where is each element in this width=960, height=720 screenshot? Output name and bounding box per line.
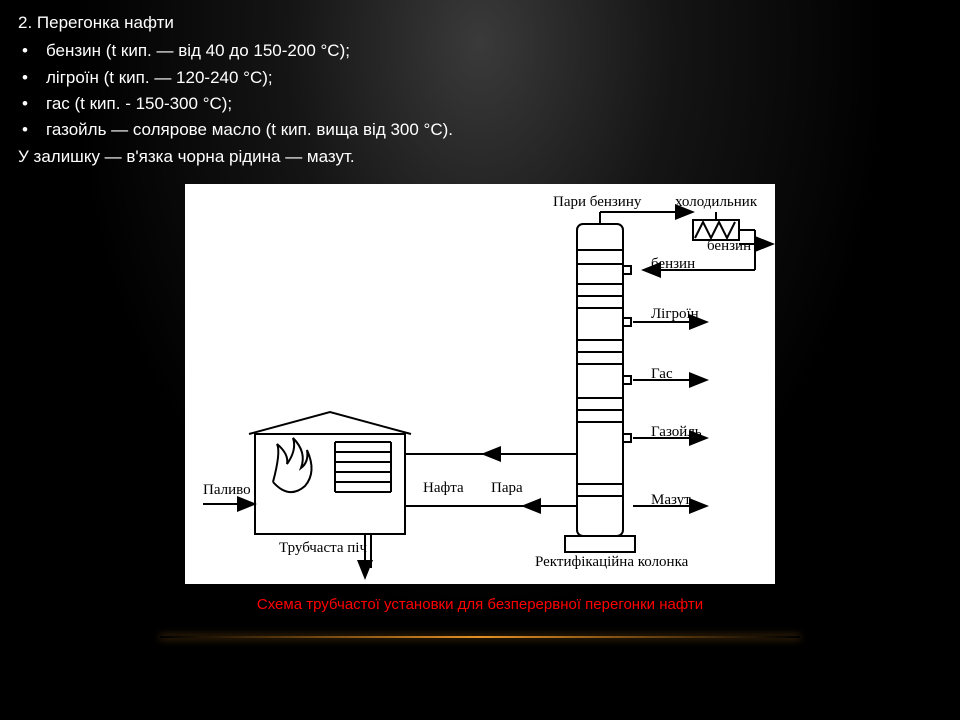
label-para: Пара (491, 480, 523, 497)
label-furnace: Трубчаста піч (279, 540, 367, 557)
label-benzyn: бензин (651, 256, 695, 273)
label-ligroin: Лігроїн (651, 306, 699, 323)
list-item: гас (t кип. - 150-300 °С); (46, 91, 942, 117)
distillation-diagram: Паливо Трубчаста піч Нафта Пара Пари бен… (185, 184, 775, 584)
label-fuel: Паливо (203, 482, 251, 499)
label-column: Ректифікаційна колонка (535, 554, 688, 571)
label-condenser: холодильник (675, 194, 757, 211)
residue-line: У залишку — в'язка чорна рідина — мазут. (18, 144, 942, 170)
label-gazoil: Газойль (651, 424, 702, 441)
divider-glow (160, 636, 800, 638)
list-item: лігроїн (t кип. — 120-240 °С); (46, 65, 942, 91)
text-block: 2. Перегонка нафти бензин (t кип. — від … (0, 0, 960, 170)
diagram-svg (185, 184, 775, 584)
label-vapor: Пари бензину (553, 194, 641, 211)
section-title: 2. Перегонка нафти (18, 10, 942, 36)
list-item: газойль — солярове масло (t кип. вища ві… (46, 117, 942, 143)
diagram-caption: Схема трубчастої установки для безперерв… (185, 596, 775, 613)
diagram-container: Паливо Трубчаста піч Нафта Пара Пари бен… (185, 184, 775, 613)
label-gas: Гас (651, 366, 673, 383)
label-benzyn-far: бензин (707, 238, 751, 255)
label-nafta: Нафта (423, 480, 464, 497)
label-mazut: Мазут (651, 492, 691, 509)
fraction-list: бензин (t кип. — від 40 до 150-200 °С); … (18, 38, 942, 143)
list-item: бензин (t кип. — від 40 до 150-200 °С); (46, 38, 942, 64)
